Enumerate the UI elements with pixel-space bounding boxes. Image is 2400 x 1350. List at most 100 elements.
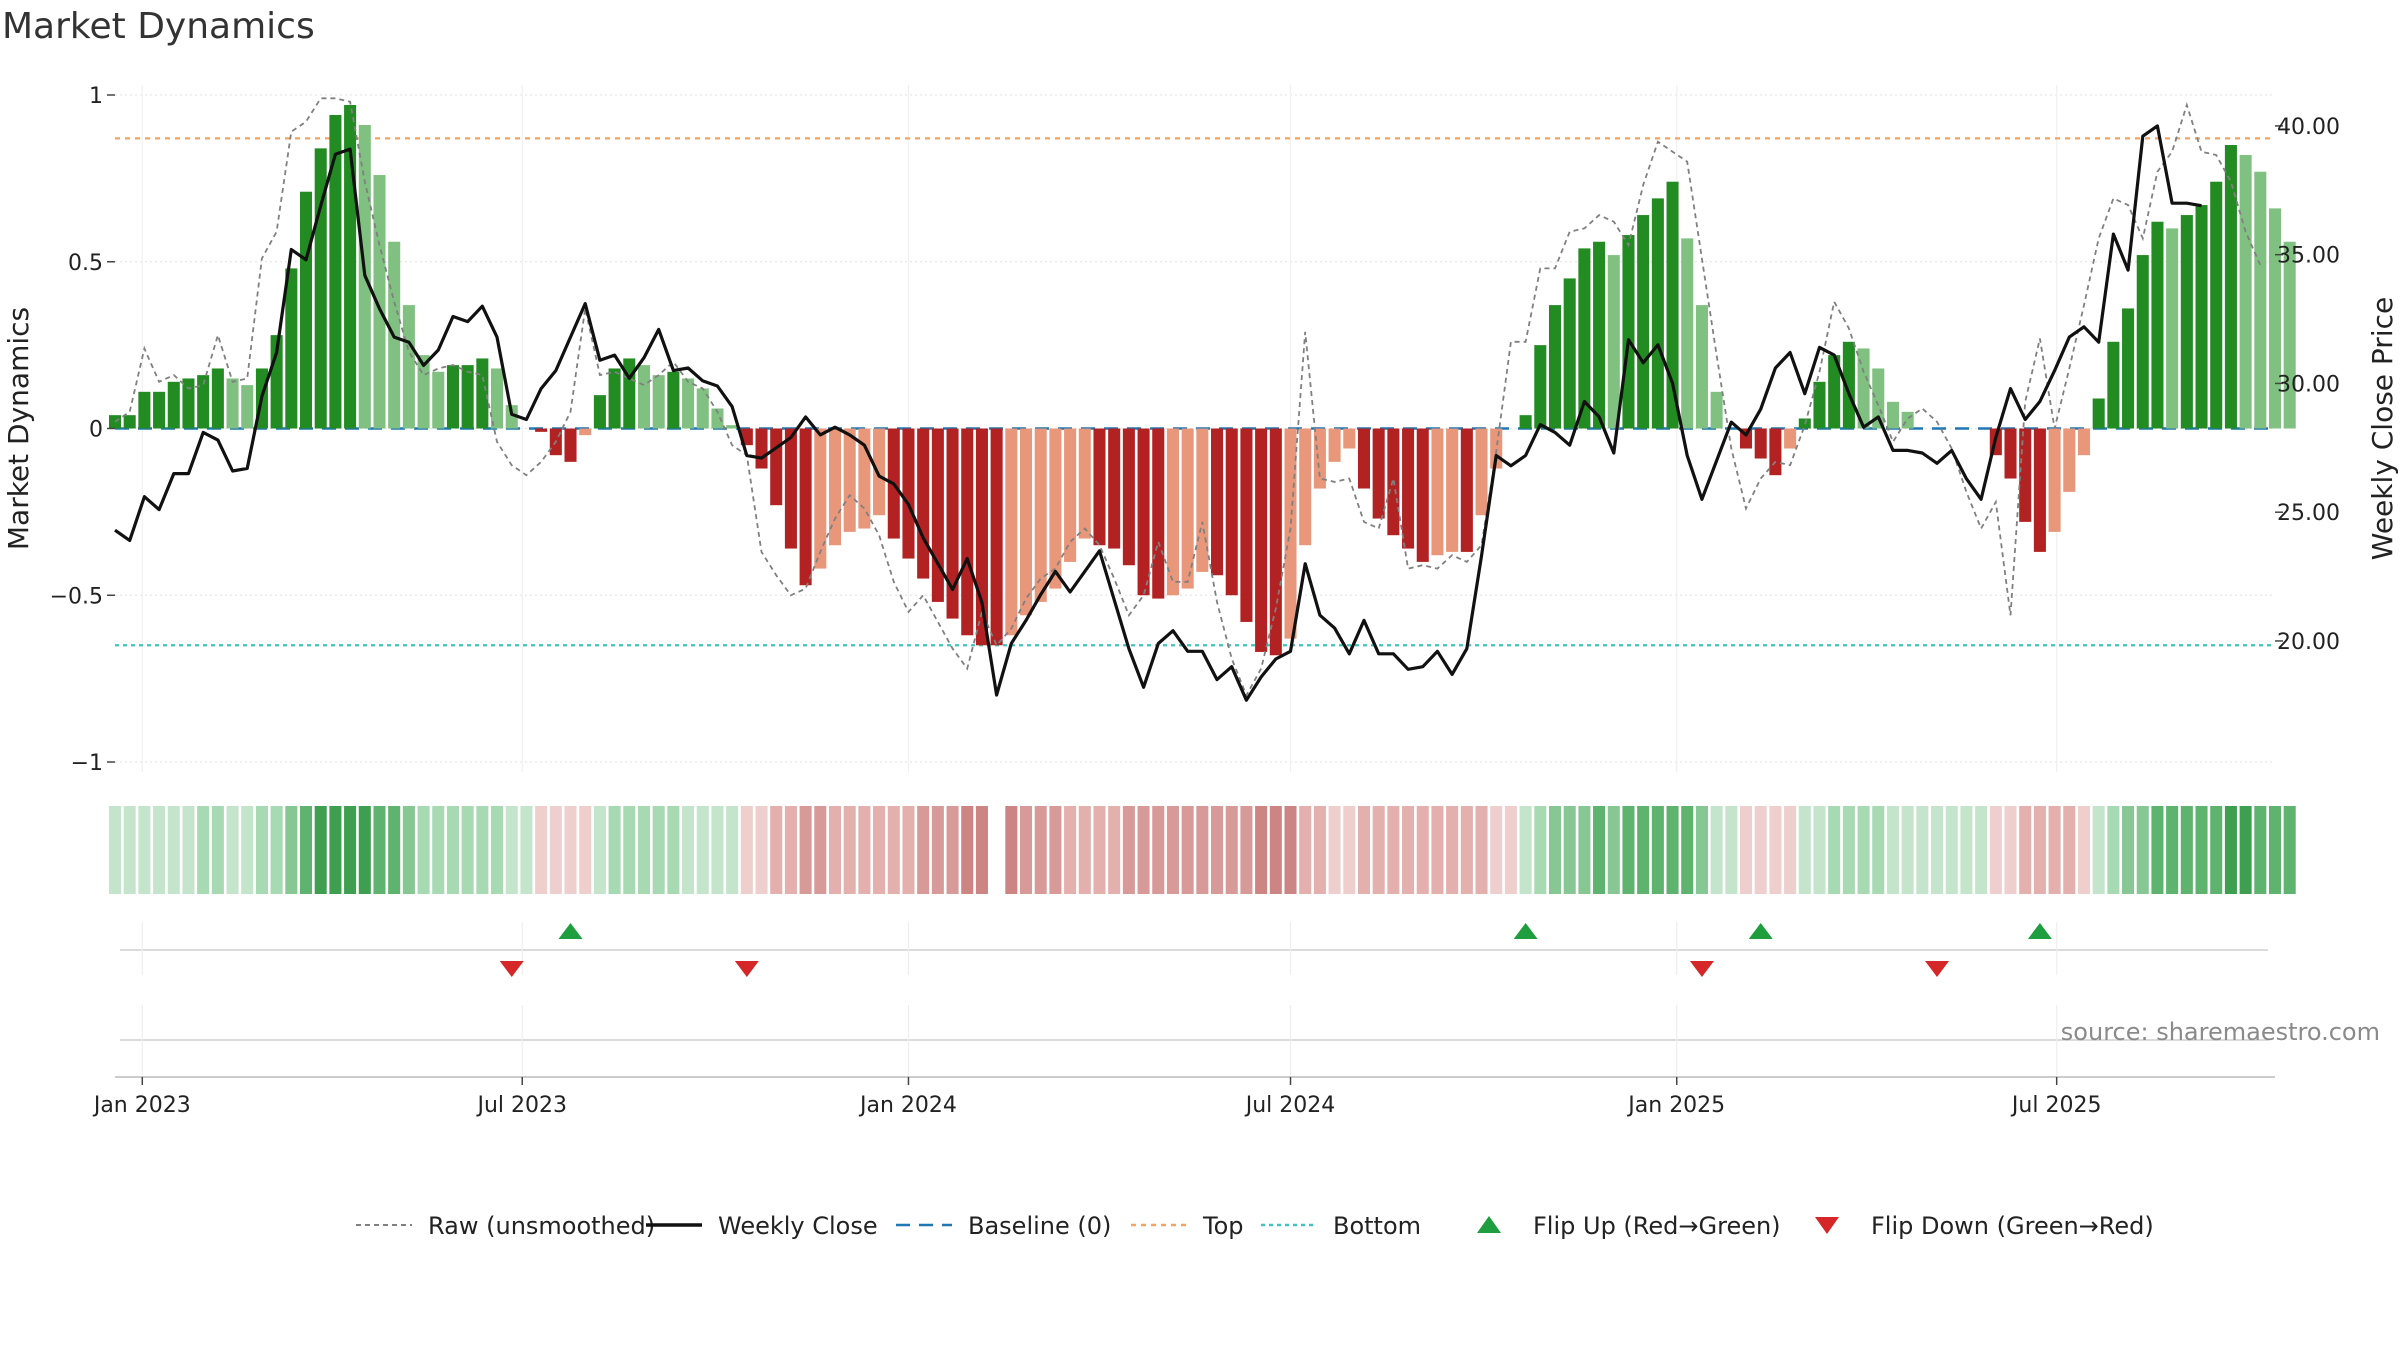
momentum-bar [755,428,768,469]
momentum-bar [696,388,709,429]
momentum-bar [2151,221,2164,429]
momentum-bar [1269,428,1282,656]
regime-cell [270,806,283,894]
momentum-bar [535,428,548,432]
regime-cell [2195,806,2208,894]
momentum-bar [667,371,680,429]
flip-up-marker [558,923,583,939]
momentum-bar [2048,428,2061,532]
x-axis: Jan 2023 Jul 2023 Jan 2024 Jul 2024 Jan 2025… [92,1076,2275,1118]
y-right-tick-label: 40.00 [2277,115,2340,140]
regime-cell [843,806,856,894]
regime-cell [2063,806,2076,894]
momentum-bar [652,375,665,429]
regime-cell [814,806,827,894]
momentum-bar [1475,428,1488,516]
regime-cell [2107,806,2120,894]
regime-cell [1211,806,1224,894]
chart-title: Market Dynamics [2,6,315,47]
legend-label: Flip Up (Red→Green) [1533,1212,1781,1240]
momentum-bar [1343,428,1356,449]
regime-cell [1078,806,1091,894]
regime-cell [873,806,886,894]
momentum-bar [917,428,930,579]
momentum-bar [1563,278,1576,429]
regime-cell [1519,806,1532,894]
regime-cell [138,806,151,894]
momentum-bar [2166,228,2179,429]
momentum-bar [1240,428,1253,622]
momentum-bar [1813,381,1826,429]
legend-item-baseline: Baseline (0) [896,1212,1111,1240]
momentum-bar [2136,255,2149,429]
momentum-bar [1166,428,1179,596]
regime-cell [1255,806,1268,894]
legend-label: Baseline (0) [968,1212,1111,1240]
momentum-bar [1211,428,1224,576]
regime-cell [1240,806,1253,894]
regime-cell [1225,806,1238,894]
regime-cell [637,806,651,894]
regime-cell [1166,806,1179,894]
regime-cell [917,806,930,894]
momentum-bar [784,428,797,549]
regime-cell [1901,806,1914,894]
momentum-bar [1681,238,1694,429]
momentum-bar [828,428,842,546]
regime-cell [299,806,313,894]
momentum-bar [2019,428,2032,522]
momentum-bar [2195,205,2208,429]
momentum-bar [873,428,886,516]
legend: Raw (unsmoothed) Weekly Close Baseline (0)… [356,1212,2154,1240]
momentum-bar [1372,428,1385,519]
regime-cell [1181,806,1194,894]
flip-down-marker [1689,961,1714,977]
regime-cell [1475,806,1488,894]
momentum-bar [1181,428,1194,589]
momentum-bar [1196,428,1209,572]
regime-cell [784,806,797,894]
regime-cell [197,806,210,894]
legend-label: Flip Down (Green→Red) [1871,1212,2154,1240]
momentum-bar [182,378,195,429]
momentum-bar [1534,345,1547,429]
regime-cell [1328,806,1341,894]
momentum-bar [461,365,474,429]
regime-cell [564,806,577,894]
reference-lines [115,137,2275,647]
regime-cell [1931,806,1944,894]
x-tick-label: Jul 2024 [1244,1093,1336,1118]
momentum-bar [1446,428,1459,552]
momentum-bar [1607,255,1620,429]
regime-cell [1725,806,1738,894]
legend-label: Top [1202,1212,1244,1240]
regime-cell [1681,806,1694,894]
momentum-bar [682,378,695,429]
momentum-bar [505,405,518,429]
y-right-axis-title: Weekly Close Price [2366,297,2399,560]
regime-cell [1960,806,1973,894]
regime-cell [1769,806,1782,894]
regime-cell [1049,806,1062,894]
regime-cell [2092,806,2105,894]
momentum-bar [1637,215,1650,429]
regime-cell [373,806,386,894]
x-tick-label: Jan 2025 [1626,1093,1725,1118]
momentum-bar [1122,428,1135,566]
regime-cell [593,806,606,894]
regime-cell [1622,806,1635,894]
regime-cell [2122,806,2135,894]
momentum-bar [1548,305,1562,429]
momentum-bar [1416,428,1429,562]
momentum-bar [2268,208,2282,429]
regime-cell [520,806,533,894]
regime-cell [1695,806,1708,894]
momentum-bar [446,365,459,429]
momentum-bar [770,428,783,506]
regime-cell [975,806,988,894]
flip-down-marker [734,961,759,977]
momentum-bar [402,305,415,429]
regime-cell [123,806,136,894]
regime-cell [623,806,636,894]
